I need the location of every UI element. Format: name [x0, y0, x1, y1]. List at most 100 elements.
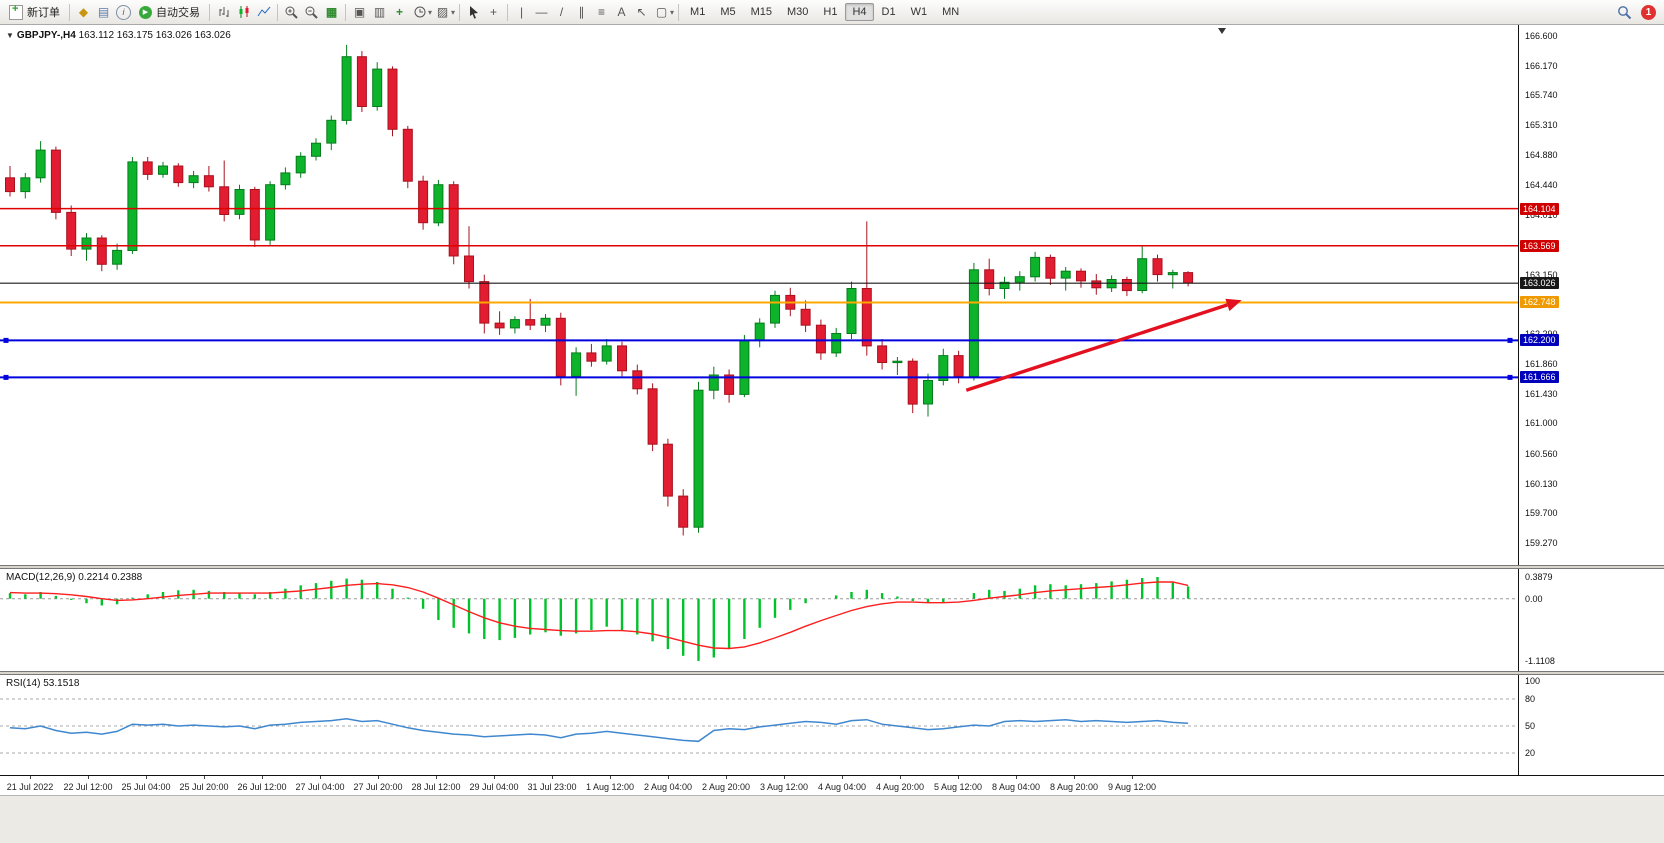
- tile-horizontal-icon[interactable]: ▥: [373, 5, 386, 19]
- zoom-out-icon[interactable]: [302, 3, 321, 21]
- templates-icon[interactable]: ▨: [436, 5, 449, 19]
- fibonacci-icon[interactable]: ≡: [598, 5, 606, 19]
- timeframe-button-d1[interactable]: D1: [881, 6, 896, 18]
- time-tick-label: 26 Jul 12:00: [237, 782, 287, 792]
- timeframe-button-h4[interactable]: H4: [845, 3, 874, 21]
- tile-windows-icon[interactable]: ▦: [325, 5, 338, 19]
- search-icon[interactable]: [1615, 3, 1634, 21]
- profiles-icon[interactable]: ▤: [97, 5, 110, 19]
- time-tick: [958, 776, 959, 779]
- periods-icon[interactable]: [410, 3, 429, 21]
- timeframe-button-m30[interactable]: M30: [787, 6, 809, 18]
- rsi-value-label: 53.1518: [43, 678, 80, 689]
- one-click-trading-toggle[interactable]: ▼: [6, 31, 14, 40]
- panel-splitter[interactable]: [0, 671, 1664, 675]
- timeframe-button-mn[interactable]: MN: [942, 6, 960, 18]
- symbol-period-label: GBPJPY-,H4: [16, 30, 76, 41]
- new-order-label: 新订单: [27, 7, 60, 19]
- time-tick: [1132, 776, 1133, 779]
- trend-arrow-annotation[interactable]: [965, 298, 1242, 392]
- text-icon[interactable]: A: [617, 5, 626, 19]
- alerts-badge[interactable]: 1: [1641, 4, 1656, 20]
- info-icon[interactable]: i: [114, 3, 133, 21]
- channel-icon[interactable]: ∥: [578, 5, 585, 19]
- time-tick: [610, 776, 611, 779]
- rsi-axis[interactable]: 100 80 50 20: [1518, 675, 1664, 775]
- time-tick-label: 29 Jul 04:00: [469, 782, 519, 792]
- macd-title: MACD(12,26,9) 0.2214 0.2388: [6, 572, 142, 583]
- timeframe-button-w1[interactable]: W1: [910, 6, 928, 18]
- toolbar-separator: [678, 3, 680, 21]
- panel-splitter[interactable]: [0, 565, 1664, 569]
- toolbar: 新订单 ◆ ▤ i ▶ 自动交易 ▦ ▣ ▥ + ▾ ▨ ▾ + | — / ∥…: [0, 0, 1664, 25]
- rsi-title: RSI(14) 53.1518: [6, 678, 79, 689]
- rsi-name-label: RSI(14): [6, 678, 41, 689]
- time-tick-label: 4 Aug 04:00: [817, 782, 867, 792]
- price-tick-label: 165.310: [1525, 120, 1558, 130]
- price-level-tag: 163.569: [1520, 240, 1559, 252]
- templates-caret-icon[interactable]: ▾: [451, 7, 456, 17]
- price-tick-label: 166.600: [1525, 31, 1558, 41]
- shapes-caret-icon[interactable]: ▾: [670, 7, 675, 17]
- chart-shift-marker-icon[interactable]: [1218, 28, 1226, 34]
- price-level-tag: 162.748: [1520, 296, 1559, 308]
- macd-indicator-panel[interactable]: [0, 569, 1518, 671]
- time-axis[interactable]: 21 Jul 2022 22 Jul 12:00 25 Jul 04:00 25 Ju…: [0, 775, 1664, 795]
- time-tick-label: 2 Aug 20:00: [701, 782, 751, 792]
- line-chart-icon[interactable]: [254, 3, 273, 21]
- time-tick: [726, 776, 727, 779]
- auto-trading-button[interactable]: ▶ 自动交易: [134, 2, 205, 22]
- vertical-line-icon[interactable]: |: [519, 5, 524, 19]
- shapes-icon[interactable]: ▢: [655, 5, 668, 19]
- market-watch-icon[interactable]: ◆: [78, 5, 89, 19]
- time-tick: [320, 776, 321, 779]
- cursor-icon[interactable]: [464, 3, 483, 21]
- price-tick-label: 160.560: [1525, 449, 1558, 459]
- macd-axis[interactable]: 0.3879 0.00 -1.1108: [1518, 569, 1664, 671]
- macd-name-label: MACD(12,26,9): [6, 572, 76, 583]
- rsi-tick-label: 50: [1525, 721, 1536, 731]
- auto-trading-icon: ▶: [139, 5, 152, 19]
- toolbar-separator: [69, 3, 70, 21]
- ohlc-readout: 163.112 163.175 163.026 163.026: [78, 30, 231, 41]
- time-tick-label: 31 Jul 23:00: [527, 782, 577, 792]
- toolbar-separator: [507, 3, 509, 21]
- time-tick: [842, 776, 843, 779]
- time-tick-label: 8 Aug 20:00: [1049, 782, 1099, 792]
- bar-chart-icon[interactable]: [214, 3, 233, 21]
- time-tick-label: 21 Jul 2022: [6, 782, 54, 792]
- price-tick-label: 159.700: [1525, 508, 1558, 518]
- main-price-chart[interactable]: [0, 25, 1518, 565]
- price-tick-label: 163.150: [1525, 270, 1558, 280]
- time-tick-label: 22 Jul 12:00: [63, 782, 113, 792]
- timeframe-button-h1[interactable]: H1: [823, 6, 838, 18]
- bottom-margin: [0, 795, 1664, 843]
- horizontal-line-icon[interactable]: —: [535, 5, 548, 19]
- cascade-windows-icon[interactable]: ▣: [353, 5, 366, 19]
- zoom-in-icon[interactable]: [282, 3, 301, 21]
- arrow-tool-icon[interactable]: ↖: [636, 5, 647, 19]
- periods-caret-icon[interactable]: ▾: [428, 7, 433, 17]
- indicators-icon[interactable]: +: [395, 5, 403, 19]
- time-tick-label: 25 Jul 04:00: [121, 782, 171, 792]
- price-tick-label: 164.880: [1525, 150, 1558, 160]
- time-tick-label: 27 Jul 04:00: [295, 782, 345, 792]
- time-tick: [900, 776, 901, 779]
- time-tick-label: 27 Jul 20:00: [353, 782, 403, 792]
- chart-window: 166.600 166.170 165.740 165.310 164.880 164.4…: [0, 25, 1664, 843]
- toolbar-separator: [459, 3, 461, 21]
- timeframe-button-m1[interactable]: M1: [690, 6, 706, 18]
- time-tick: [552, 776, 553, 779]
- timeframe-button-m5[interactable]: M5: [720, 6, 736, 18]
- rsi-tick-label: 100: [1525, 676, 1541, 686]
- timeframe-button-m15[interactable]: M15: [750, 6, 773, 18]
- crosshair-icon[interactable]: +: [490, 5, 498, 19]
- candlestick-chart-icon[interactable]: [234, 3, 253, 21]
- price-axis[interactable]: 166.600 166.170 165.740 165.310 164.880 164.4…: [1518, 25, 1664, 565]
- trendline-icon[interactable]: /: [559, 5, 564, 19]
- price-tick-label: 159.270: [1525, 538, 1558, 548]
- time-tick-label: 3 Aug 12:00: [759, 782, 809, 792]
- rsi-indicator-panel[interactable]: [0, 675, 1518, 775]
- new-order-button[interactable]: 新订单: [4, 2, 65, 22]
- toolbar-separator: [209, 3, 210, 21]
